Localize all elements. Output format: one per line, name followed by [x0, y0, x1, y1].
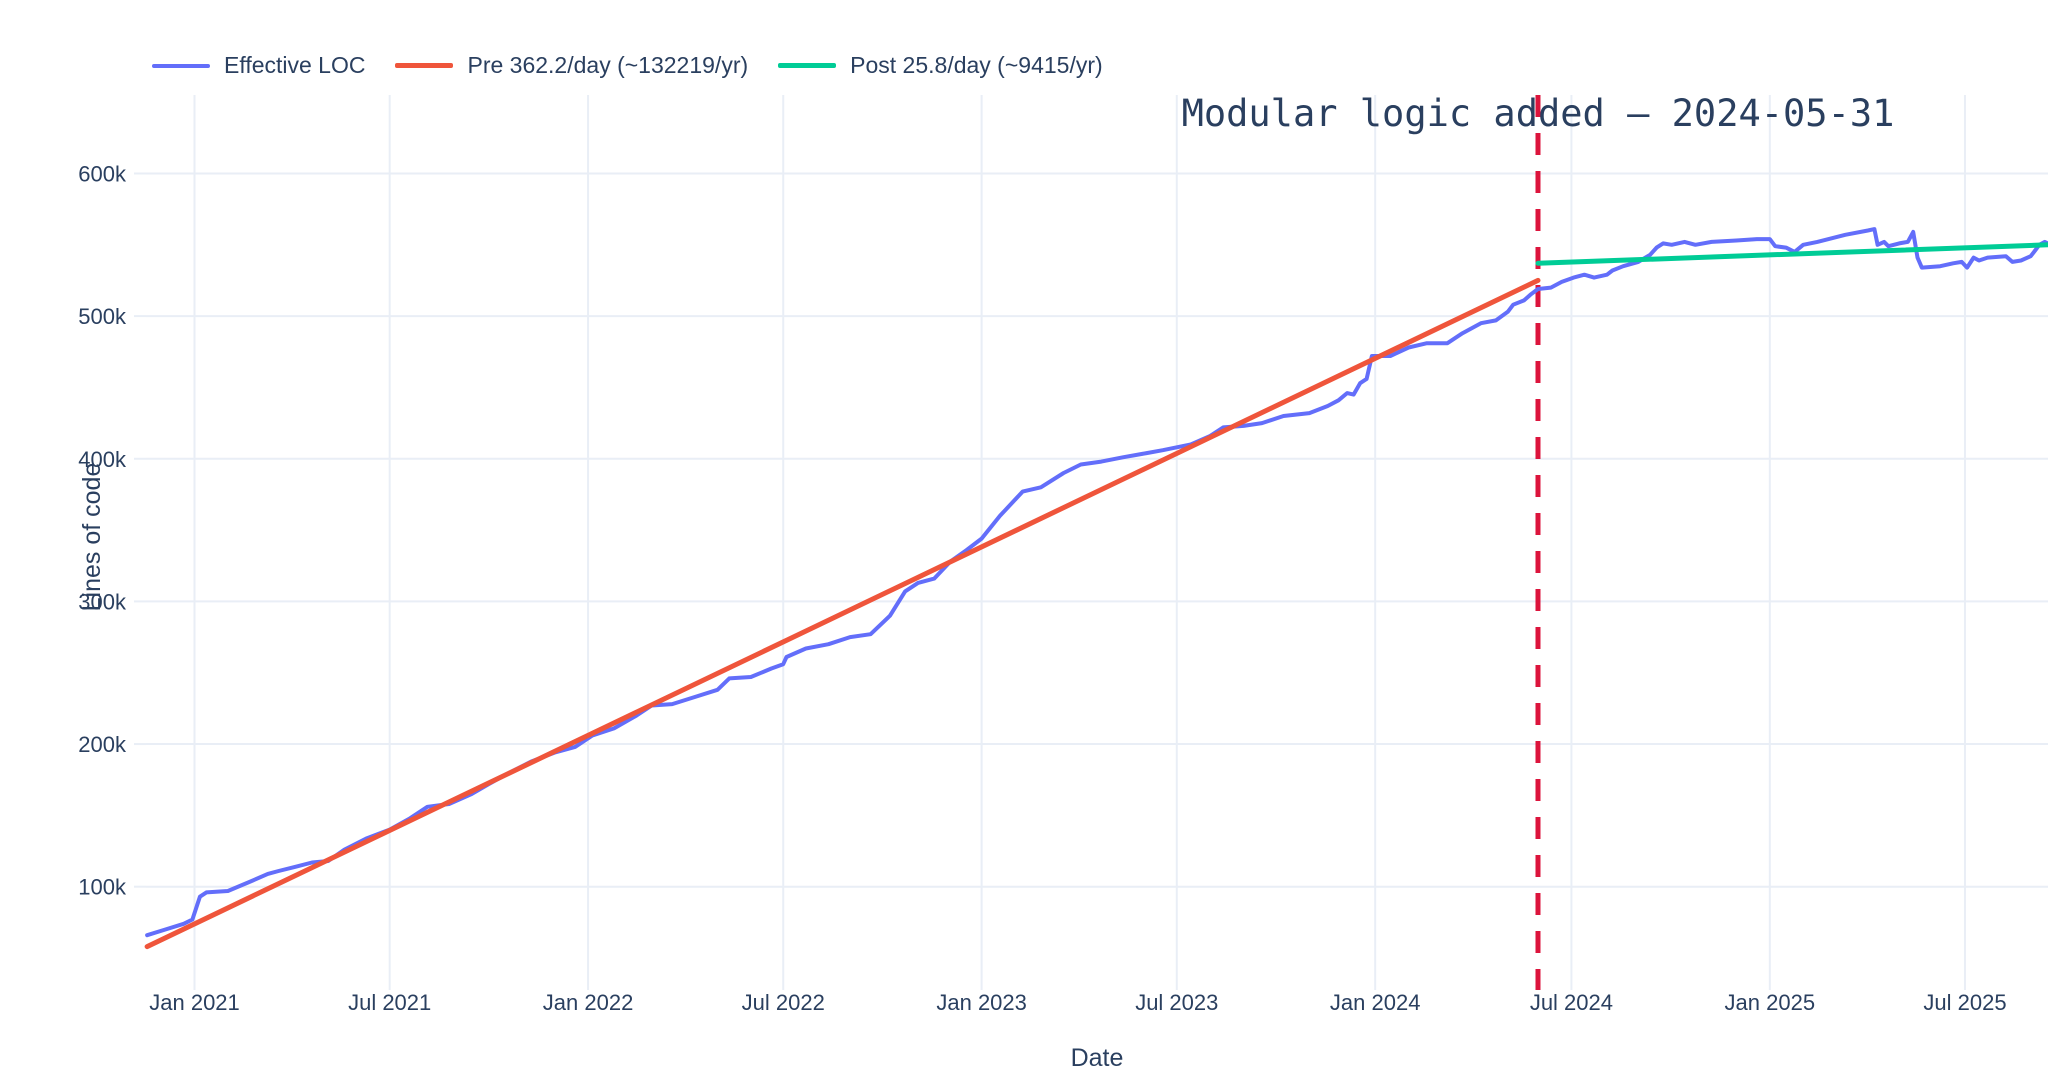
- y-tick-label: 400k: [78, 447, 127, 472]
- x-tick-label: Jan 2022: [543, 990, 634, 1015]
- x-axis-title: Date: [1070, 1044, 1124, 1072]
- y-tick-label: 200k: [78, 732, 127, 757]
- legend-label: Post 25.8/day (~9415/yr): [850, 52, 1103, 78]
- changepoint-annotation: Modular logic added — 2024-05-31: [1181, 92, 1895, 135]
- y-tick-label: 300k: [78, 589, 127, 614]
- legend-label: Pre 362.2/day (~132219/yr): [467, 52, 749, 78]
- x-tick-label: Jul 2023: [1135, 990, 1218, 1015]
- x-tick-label: Jul 2024: [1530, 990, 1613, 1015]
- x-tick-label: Jan 2021: [149, 990, 240, 1015]
- legend: Effective LOC Pre 362.2/day (~132219/yr)…: [152, 52, 1103, 79]
- y-axis-title: Lines of code: [77, 462, 106, 611]
- effective-loc-line: [145, 227, 2048, 938]
- legend-line-swatch-blue-icon: [152, 63, 210, 68]
- x-tick-label: Jul 2022: [742, 990, 825, 1015]
- legend-line-swatch-red-icon: [395, 63, 454, 68]
- legend-item-effective-loc[interactable]: Effective LOC: [152, 52, 365, 79]
- x-tick-label: Jul 2025: [1923, 990, 2006, 1015]
- x-tick-label: Jan 2023: [936, 990, 1027, 1015]
- legend-label: Effective LOC: [224, 52, 366, 78]
- legend-item-post-trend[interactable]: Post 25.8/day (~9415/yr): [778, 52, 1103, 79]
- y-tick-label: 600k: [78, 161, 127, 186]
- legend-line-swatch-green-icon: [778, 63, 837, 68]
- y-tick-label: 100k: [78, 875, 127, 900]
- post-trend-line: [1535, 242, 2048, 266]
- x-tick-label: Jul 2021: [348, 990, 431, 1015]
- y-tick-label: 500k: [78, 304, 127, 329]
- legend-item-pre-trend[interactable]: Pre 362.2/day (~132219/yr): [395, 52, 748, 79]
- pre-trend-line: [144, 277, 1541, 950]
- x-tick-label: Jan 2025: [1725, 990, 1816, 1015]
- x-tick-label: Jan 2024: [1330, 990, 1421, 1015]
